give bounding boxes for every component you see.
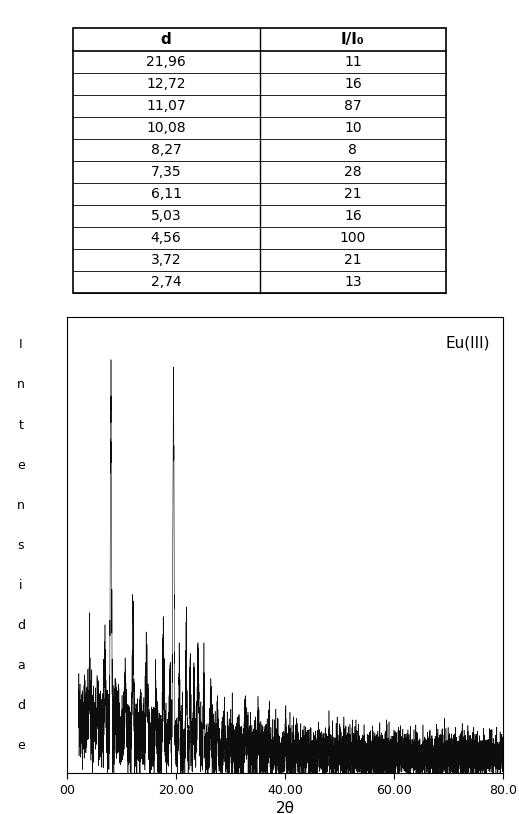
Text: I: I: [19, 339, 22, 352]
Text: 2,74: 2,74: [151, 275, 182, 289]
Text: i: i: [19, 579, 22, 592]
Text: 8: 8: [348, 142, 358, 157]
Text: 7,35: 7,35: [151, 164, 182, 179]
Text: 11: 11: [344, 55, 362, 68]
Text: I/I₀: I/I₀: [341, 32, 365, 47]
Text: 3,72: 3,72: [151, 253, 182, 267]
Text: 21: 21: [344, 187, 362, 201]
Text: e: e: [17, 739, 24, 752]
Text: 21,96: 21,96: [146, 55, 186, 68]
Text: t: t: [18, 418, 23, 431]
Text: 13: 13: [344, 275, 362, 289]
Text: d: d: [17, 619, 25, 632]
Text: 6,11: 6,11: [151, 187, 182, 201]
Text: e: e: [17, 458, 24, 471]
Text: 12,72: 12,72: [146, 77, 186, 90]
Text: Eu(III): Eu(III): [446, 335, 490, 351]
Text: 8,27: 8,27: [151, 142, 182, 157]
Text: n: n: [17, 379, 25, 392]
Text: 4,56: 4,56: [151, 231, 182, 245]
Text: 28: 28: [344, 164, 362, 179]
Text: 100: 100: [340, 231, 366, 245]
Text: 10: 10: [344, 120, 362, 134]
X-axis label: 2θ: 2θ: [276, 801, 295, 814]
Text: s: s: [18, 539, 24, 552]
Text: d: d: [17, 699, 25, 712]
Text: 5,03: 5,03: [151, 209, 182, 223]
Text: d: d: [161, 32, 171, 47]
Text: 87: 87: [344, 98, 362, 112]
Text: 16: 16: [344, 77, 362, 90]
Text: n: n: [17, 499, 25, 512]
Text: 10,08: 10,08: [146, 120, 186, 134]
Text: 16: 16: [344, 209, 362, 223]
Text: a: a: [17, 659, 24, 672]
Text: 21: 21: [344, 253, 362, 267]
Text: 11,07: 11,07: [146, 98, 186, 112]
